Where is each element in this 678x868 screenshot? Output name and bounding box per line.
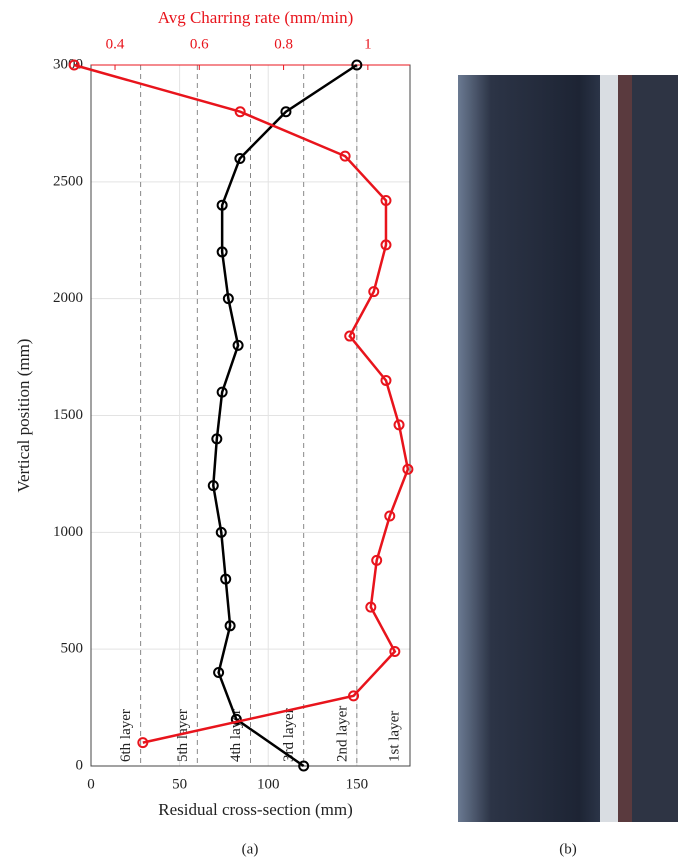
figure: 0500100015002000250030000501001500.40.60… xyxy=(0,0,678,863)
layer-label: 6th layer xyxy=(118,709,134,762)
x2-tick-label: 0.4 xyxy=(106,36,125,52)
x-label: Residual cross-section (mm) xyxy=(158,800,353,819)
x2-tick-label: 0.6 xyxy=(190,36,209,52)
x-tick-label: 150 xyxy=(346,776,369,792)
x-tick-label: 0 xyxy=(87,776,95,792)
x-tick-label: 50 xyxy=(172,776,187,792)
y-label: Vertical position (mm) xyxy=(14,339,33,493)
caption: (a) xyxy=(242,841,259,857)
photo xyxy=(458,75,678,822)
x2-tick-label: 0.8 xyxy=(274,36,293,52)
y-tick-label: 1500 xyxy=(53,407,83,423)
layer-label: 2nd layer xyxy=(334,706,350,762)
series-line xyxy=(74,65,408,743)
y-tick-label: 500 xyxy=(61,641,84,657)
x-tick-label: 100 xyxy=(257,776,280,792)
layer-label: 3rd layer xyxy=(281,708,297,762)
layer-label: 1st layer xyxy=(386,711,402,762)
x2-label: Avg Charring rate (mm/min) xyxy=(158,8,354,27)
y-tick-label: 0 xyxy=(76,757,84,773)
caption: (b) xyxy=(559,841,577,857)
y-tick-label: 2000 xyxy=(53,290,83,306)
x2-tick-label: 1 xyxy=(364,36,372,52)
y-tick-label: 1000 xyxy=(53,524,83,540)
y-tick-label: 2500 xyxy=(53,173,83,189)
